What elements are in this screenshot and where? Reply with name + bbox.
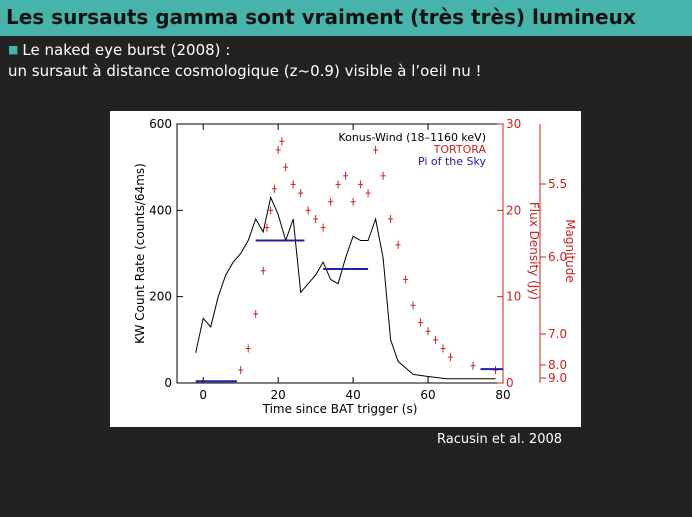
magnitude-tick-label: 5.5 — [548, 177, 567, 191]
tortora-data-point — [290, 180, 296, 189]
tortora-data-point — [365, 189, 371, 198]
tortora-data-point — [470, 361, 476, 370]
y-left-tick-label: 200 — [149, 290, 172, 304]
tortora-data-point — [253, 309, 259, 318]
bullet-line-1: ■ Le naked eye burst (2008) : — [8, 41, 230, 59]
legend-tortora: TORTORA — [433, 143, 487, 156]
slide-title: Les sursauts gamma sont vraiment (très t… — [6, 5, 636, 29]
tortora-data-point — [410, 301, 416, 310]
tortora-data-point — [373, 145, 379, 154]
tortora-data-point — [388, 214, 394, 223]
tortora-data-point — [298, 189, 304, 198]
tortora-data-point — [320, 223, 326, 232]
tortora-data-point — [279, 137, 285, 146]
y-left-tick-label: 0 — [164, 376, 172, 390]
x-axis-label: Time since BAT trigger (s) — [262, 402, 418, 416]
tortora-data-point — [440, 344, 446, 353]
flux-tick-label: 30 — [506, 117, 521, 131]
bullet-line-2: un sursaut à distance cosmologique (z~0.… — [8, 62, 482, 80]
tortora-data-point — [350, 197, 356, 206]
y-left-tick-label: 400 — [149, 203, 172, 217]
tortora-data-point — [335, 180, 341, 189]
tortora-data-point — [283, 163, 289, 172]
tortora-data-point — [328, 197, 334, 206]
x-tick-label: 40 — [345, 388, 360, 402]
x-tick-label: 60 — [420, 388, 435, 402]
konus-wind-series-line — [195, 195, 496, 380]
y-left-axis-label: KW Count Rate (counts/64ms) — [133, 163, 147, 344]
chart-figure: 0 20 40 60 80 0 200 400 600 0 10 20 30 5.5 6.0 7.0 8.0 9.… — [110, 111, 581, 427]
square-bullet-icon: ■ — [8, 43, 19, 56]
legend-konus-wind: Konus-Wind (18–1160 keV) — [338, 131, 486, 144]
tortora-data-point — [433, 335, 439, 344]
tortora-data-point — [271, 184, 277, 193]
legend-pi-of-the-sky: Pi of the Sky — [418, 155, 487, 168]
tortora-data-point — [260, 266, 266, 275]
flux-tick-label: 20 — [506, 203, 521, 217]
flux-tick-label: 0 — [506, 376, 514, 390]
tortora-data-point — [425, 327, 431, 336]
magnitude-tick-label: 6.0 — [548, 250, 567, 264]
tortora-data-point — [380, 171, 386, 180]
tortora-data-point — [403, 275, 409, 284]
magnitude-tick-label: 7.0 — [548, 327, 567, 341]
tortora-data-point — [268, 206, 274, 215]
tortora-data-point — [305, 206, 311, 215]
bullet-text-1: Le naked eye burst (2008) : — [22, 41, 231, 59]
y-left-tick-label: 600 — [149, 117, 172, 131]
tortora-data-point — [238, 366, 244, 375]
tortora-data-point — [264, 223, 270, 232]
tortora-data-point — [358, 180, 364, 189]
flux-tick-label: 10 — [506, 290, 521, 304]
x-tick-label: 20 — [271, 388, 286, 402]
citation: Racusin et al. 2008 — [437, 432, 563, 447]
x-tick-label: 0 — [199, 388, 207, 402]
tortora-data-point — [313, 214, 319, 223]
tortora-data-point — [343, 171, 349, 180]
chart-svg: 0 20 40 60 80020040060001020305.56.07.08.09.… — [133, 117, 577, 416]
magnitude-axis-label: Magnitude — [563, 219, 577, 283]
magnitude-tick-label: 9.0 — [548, 371, 567, 385]
tortora-data-point — [395, 240, 401, 249]
x-tick-label: 80 — [495, 388, 510, 402]
tortora-data-point — [245, 344, 251, 353]
tortora-data-point — [448, 353, 454, 362]
magnitude-tick-label: 8.0 — [548, 358, 567, 372]
flux-axis-label: Flux Density (Jy) — [527, 202, 541, 300]
tortora-data-point — [275, 145, 281, 154]
title-bar: Les sursauts gamma sont vraiment (très t… — [0, 0, 692, 36]
tortora-data-point — [418, 318, 424, 327]
